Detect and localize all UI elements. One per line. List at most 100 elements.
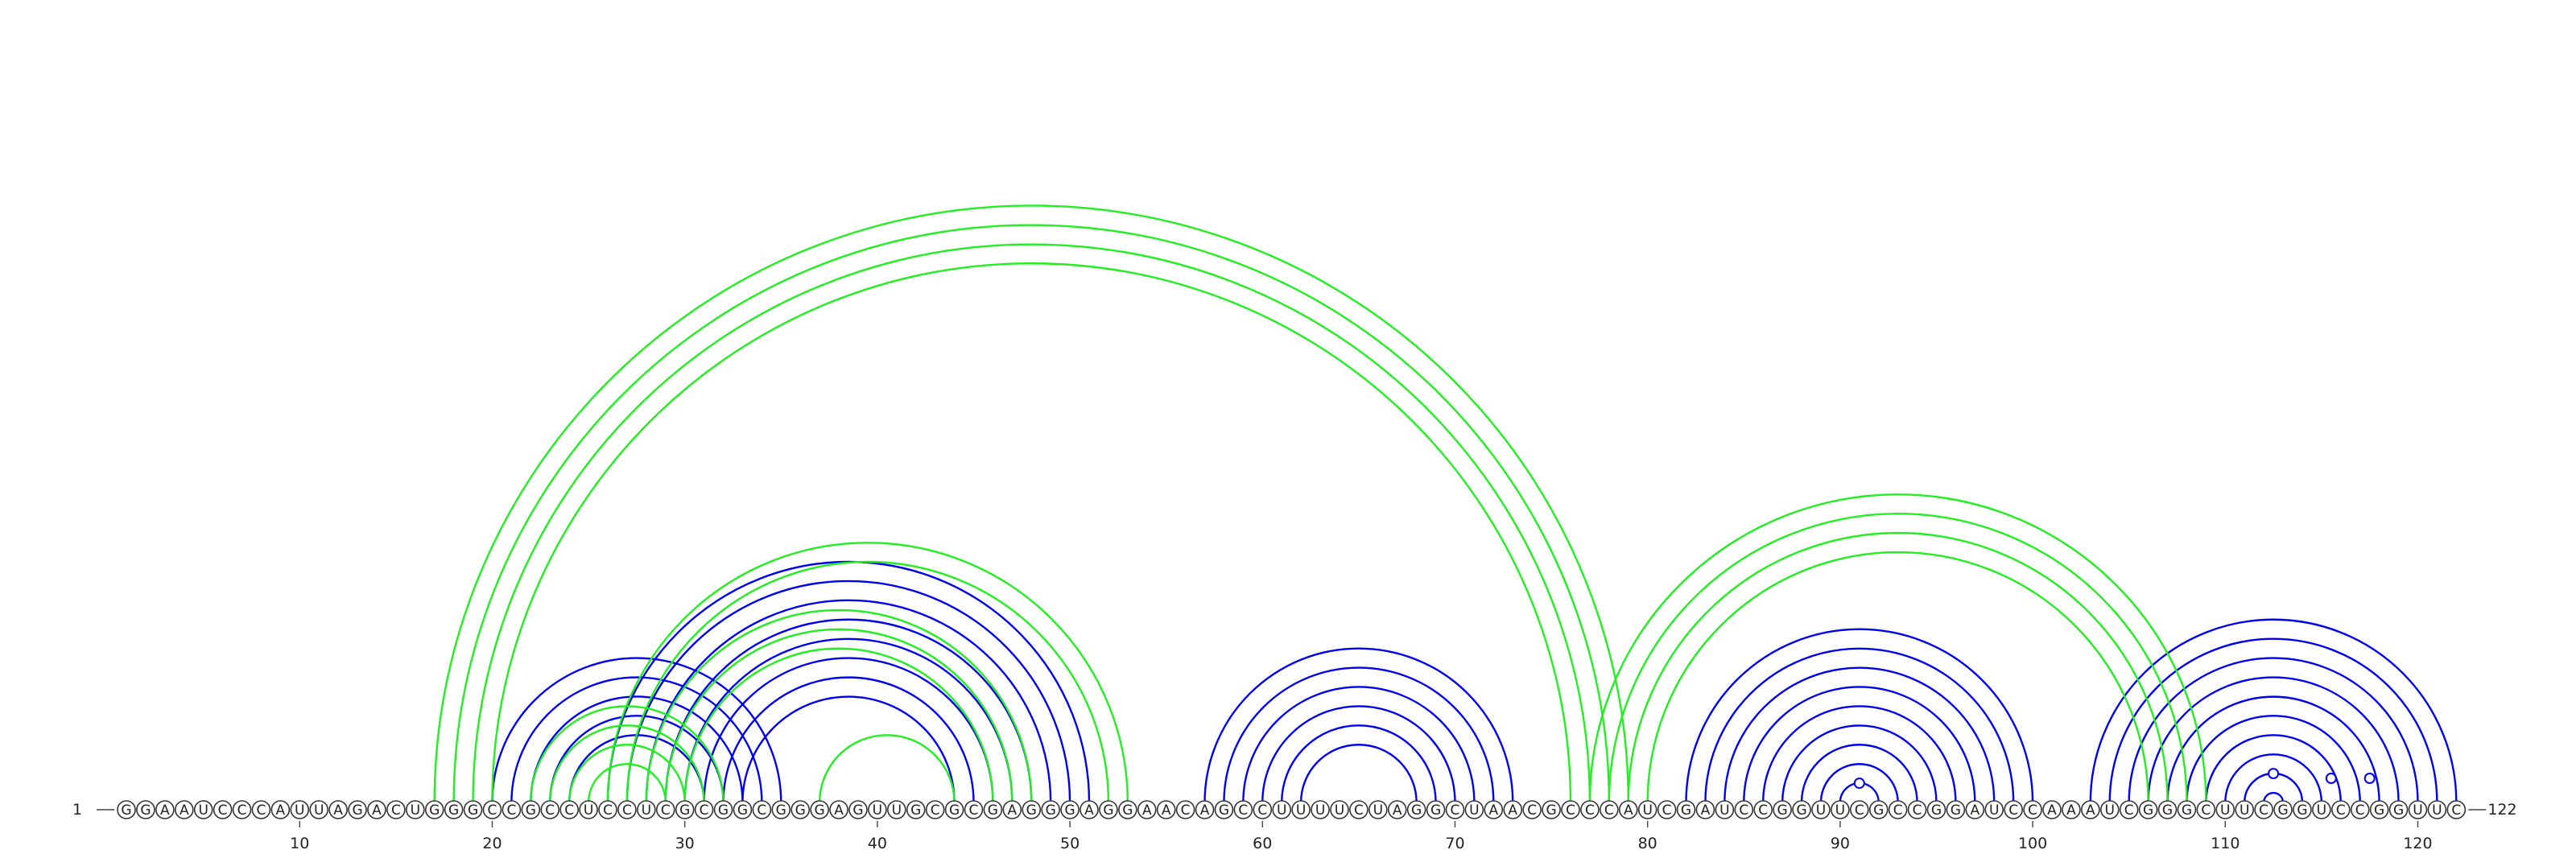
arc-pair-29-47 [664, 628, 1013, 803]
arc-apex-marker [1853, 778, 1865, 790]
nucleotide-circle [1965, 800, 1985, 819]
nucleotide-circle [2042, 800, 2062, 819]
nucleotide: G [791, 800, 811, 819]
nucleotide-letter: G [949, 802, 960, 819]
arc-pair-26-51 [606, 560, 1091, 803]
arc-pair-108-117 [2186, 715, 2361, 803]
nucleotide-circle [1099, 800, 1118, 819]
nucleotide-circle [617, 800, 637, 819]
nucleotide-letter: A [180, 802, 189, 819]
nucleotide-letter: G [1681, 802, 1691, 819]
nucleotide-letter: G [1873, 802, 1884, 819]
nucleotide-circle [1060, 800, 1080, 819]
nucleotide-circle [1445, 800, 1465, 819]
nucleotide-letter: G [2143, 802, 2153, 819]
nucleotide-circle [1406, 800, 1426, 819]
nucleotide-letter: C [1758, 802, 1768, 819]
nucleotide: U [2099, 800, 2120, 819]
nucleotide-circle [637, 800, 656, 819]
nucleotide-letter: A [2047, 802, 2057, 819]
nucleotide: C [1580, 800, 1600, 819]
nucleotide-circle [1484, 800, 1504, 819]
nucleotide: C [752, 800, 772, 819]
nucleotide-letter: C [2355, 802, 2365, 819]
nucleotide-circle [2331, 800, 2351, 819]
nucleotide: C [386, 800, 406, 819]
tick-label: 120 [2403, 835, 2432, 852]
nucleotide: G [2273, 800, 2293, 819]
nucleotide: U [2235, 800, 2254, 819]
tick-label: 10 [290, 835, 309, 852]
nucleotide-circle [2099, 800, 2120, 819]
nucleotide-circle [1792, 800, 1811, 819]
arc-pair-20-35 [491, 657, 782, 803]
nucleotide-circle [2177, 800, 2197, 819]
arc-markers-layer [1853, 768, 2376, 790]
nucleotide-circle [2427, 800, 2447, 819]
nucleotide: C [502, 800, 522, 819]
nucleotide: G [1868, 800, 1889, 819]
nucleotide-letter: A [160, 802, 170, 819]
nucleotide-circle [1907, 800, 1927, 819]
nucleotide-circle [2004, 800, 2023, 819]
nucleotide-letter: C [1354, 802, 1364, 819]
nucleotide-circle [1349, 800, 1368, 819]
nucleotide-circle [906, 800, 926, 819]
nucleotide: U [309, 800, 329, 819]
nucleotide: U [1368, 800, 1388, 819]
nucleotide-letter: U [1335, 802, 1344, 819]
nucleotide: G [1676, 800, 1696, 819]
nucleotide-letter: A [372, 802, 382, 819]
arcs-layer [433, 204, 2458, 803]
tick-label: 70 [1445, 835, 1464, 852]
nucleotide: A [829, 800, 848, 819]
nucleotide-letter: G [737, 802, 748, 819]
nucleotide-letter: G [1064, 802, 1075, 819]
nucleotide-letter: C [1893, 802, 1903, 819]
arc-pair-20-76 [491, 262, 1572, 803]
nucleotide-letter: G [910, 802, 921, 819]
sequence-end-label: 122 [2487, 801, 2516, 819]
nucleotide-circle [1080, 800, 1099, 819]
nucleotide: G [1792, 800, 1811, 819]
tick-label: 40 [868, 835, 887, 852]
nucleotide-circle [1580, 800, 1600, 819]
nucleotide: C [2196, 800, 2216, 819]
nucleotide: C [655, 800, 675, 819]
nucleotide: A [155, 800, 175, 819]
nucleotide: C [559, 800, 579, 819]
nucleotide-letter: C [1855, 802, 1864, 819]
nucleotide-letter: U [642, 802, 651, 819]
nucleotide-circle [1888, 800, 1908, 819]
nucleotide-letter: U [2317, 802, 2326, 819]
nucleotide: A [2062, 800, 2081, 819]
nucleotide: C [2119, 800, 2139, 819]
nucleotide: C [1888, 800, 1908, 819]
nucleotide: C [2331, 800, 2351, 819]
nucleotide-circle [540, 800, 560, 819]
nucleotide-circle [405, 800, 425, 819]
arc-pair-32-45 [722, 676, 975, 803]
nucleotide-circle [2235, 800, 2254, 819]
arc-pair-28-48 [645, 608, 1033, 803]
nucleotide-letter: C [218, 802, 228, 819]
nucleotide-circle [1522, 800, 1542, 819]
nucleotide-letter: G [1219, 802, 1229, 819]
nucleotide: G [2177, 800, 2197, 819]
nucleotide: A [1484, 800, 1504, 819]
nucleotide: U [637, 800, 656, 819]
nucleotide: C [213, 800, 233, 819]
nucleotide: U [1984, 800, 2004, 819]
nucleotide-circle [713, 800, 733, 819]
nucleotide-letter: G [1103, 802, 1113, 819]
arc-pair-82-100 [1685, 628, 2034, 803]
nucleotide-circle [1542, 800, 1561, 819]
nucleotide: C [2004, 800, 2023, 819]
nucleotide-circle [1503, 800, 1523, 819]
nucleotide-circle [2254, 800, 2273, 819]
tick-label: 100 [2018, 835, 2047, 852]
nucleotide-letter: A [276, 802, 286, 819]
nucleotide-circle [2446, 800, 2467, 819]
arc-pair-110-115 [2224, 753, 2323, 803]
nucleotide-letter: G [776, 802, 786, 819]
